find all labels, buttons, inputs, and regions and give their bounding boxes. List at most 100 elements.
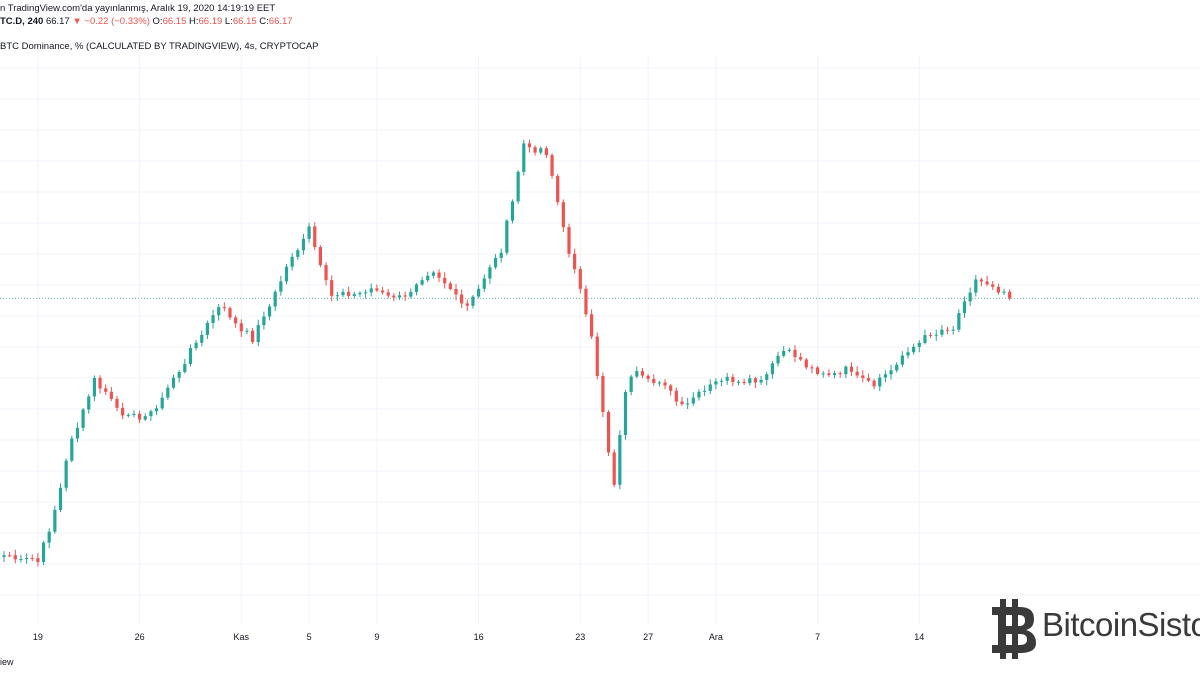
candle[interactable]: [573, 248, 577, 274]
candle[interactable]: [414, 283, 419, 296]
candle[interactable]: [352, 291, 356, 299]
candle[interactable]: [742, 378, 746, 385]
candle[interactable]: [47, 528, 51, 549]
candle[interactable]: [19, 554, 23, 563]
candle[interactable]: [765, 371, 769, 386]
candle[interactable]: [53, 505, 57, 534]
candle[interactable]: [420, 276, 424, 286]
candle[interactable]: [669, 384, 673, 396]
candle[interactable]: [313, 222, 317, 251]
candle[interactable]: [87, 394, 91, 414]
candle[interactable]: [838, 371, 842, 378]
candle[interactable]: [25, 553, 29, 564]
candle[interactable]: [251, 327, 255, 345]
candle[interactable]: [996, 283, 1000, 295]
candle[interactable]: [753, 376, 758, 389]
candle[interactable]: [262, 311, 266, 330]
candle[interactable]: [126, 413, 130, 418]
candle[interactable]: [782, 345, 786, 358]
candle[interactable]: [499, 248, 503, 263]
candle[interactable]: [827, 369, 831, 378]
candle[interactable]: [200, 330, 204, 347]
candle[interactable]: [41, 540, 46, 566]
candle[interactable]: [612, 449, 616, 488]
candle[interactable]: [217, 304, 221, 321]
candle[interactable]: [369, 283, 373, 297]
candle[interactable]: [358, 291, 362, 298]
candle[interactable]: [601, 372, 605, 418]
candle[interactable]: [657, 380, 661, 387]
candle[interactable]: [121, 402, 125, 420]
candle[interactable]: [188, 344, 193, 367]
candles[interactable]: [2, 139, 1012, 567]
candle[interactable]: [256, 319, 260, 347]
candle[interactable]: [409, 288, 413, 299]
candle[interactable]: [923, 329, 927, 345]
candle[interactable]: [991, 280, 995, 291]
candle[interactable]: [149, 409, 153, 421]
candle[interactable]: [550, 153, 554, 179]
candle[interactable]: [522, 139, 526, 176]
candle[interactable]: [296, 248, 300, 260]
candle[interactable]: [273, 289, 277, 311]
candle[interactable]: [719, 378, 724, 387]
candle[interactable]: [166, 384, 170, 401]
candle[interactable]: [160, 392, 164, 411]
candle[interactable]: [245, 328, 249, 335]
candle[interactable]: [544, 146, 548, 158]
candle[interactable]: [731, 374, 735, 387]
candle[interactable]: [878, 373, 882, 392]
candle[interactable]: [403, 291, 407, 301]
candle[interactable]: [183, 358, 187, 374]
candle[interactable]: [635, 366, 639, 379]
candle[interactable]: [75, 422, 80, 443]
candle[interactable]: [844, 365, 848, 379]
candle[interactable]: [443, 272, 447, 289]
candle[interactable]: [516, 170, 520, 204]
candle[interactable]: [341, 288, 345, 298]
candle[interactable]: [872, 378, 876, 390]
candle[interactable]: [92, 375, 96, 401]
candle[interactable]: [595, 332, 599, 380]
candle[interactable]: [364, 289, 368, 299]
candle[interactable]: [98, 375, 102, 394]
candle[interactable]: [810, 364, 814, 374]
candle[interactable]: [301, 233, 306, 255]
candle[interactable]: [849, 362, 854, 377]
candle[interactable]: [934, 329, 938, 341]
candle[interactable]: [471, 295, 475, 309]
candle[interactable]: [527, 139, 532, 153]
candle[interactable]: [109, 386, 113, 402]
candle[interactable]: [957, 309, 961, 333]
candle[interactable]: [347, 286, 351, 299]
candle[interactable]: [307, 222, 311, 243]
candle[interactable]: [940, 325, 944, 337]
candle[interactable]: [171, 374, 176, 390]
candle[interactable]: [889, 364, 893, 380]
candle[interactable]: [290, 253, 294, 271]
candle[interactable]: [714, 378, 718, 390]
candle[interactable]: [770, 360, 774, 379]
candle[interactable]: [623, 389, 628, 440]
candle[interactable]: [30, 554, 34, 562]
candle[interactable]: [392, 293, 396, 302]
candle[interactable]: [335, 291, 339, 301]
candle[interactable]: [488, 264, 492, 284]
candle[interactable]: [194, 339, 198, 351]
candle[interactable]: [1008, 289, 1012, 301]
candle[interactable]: [799, 352, 803, 361]
candle[interactable]: [437, 269, 441, 283]
candle[interactable]: [703, 385, 707, 397]
candle[interactable]: [697, 389, 701, 401]
candle[interactable]: [951, 325, 955, 335]
candle[interactable]: [646, 374, 650, 383]
candle[interactable]: [861, 370, 865, 383]
candle[interactable]: [70, 435, 74, 463]
candle[interactable]: [686, 397, 690, 410]
candle[interactable]: [674, 387, 678, 406]
candle[interactable]: [968, 287, 972, 306]
candle[interactable]: [804, 358, 808, 370]
candle[interactable]: [945, 326, 950, 335]
candle[interactable]: [239, 319, 243, 337]
candle[interactable]: [510, 199, 515, 224]
